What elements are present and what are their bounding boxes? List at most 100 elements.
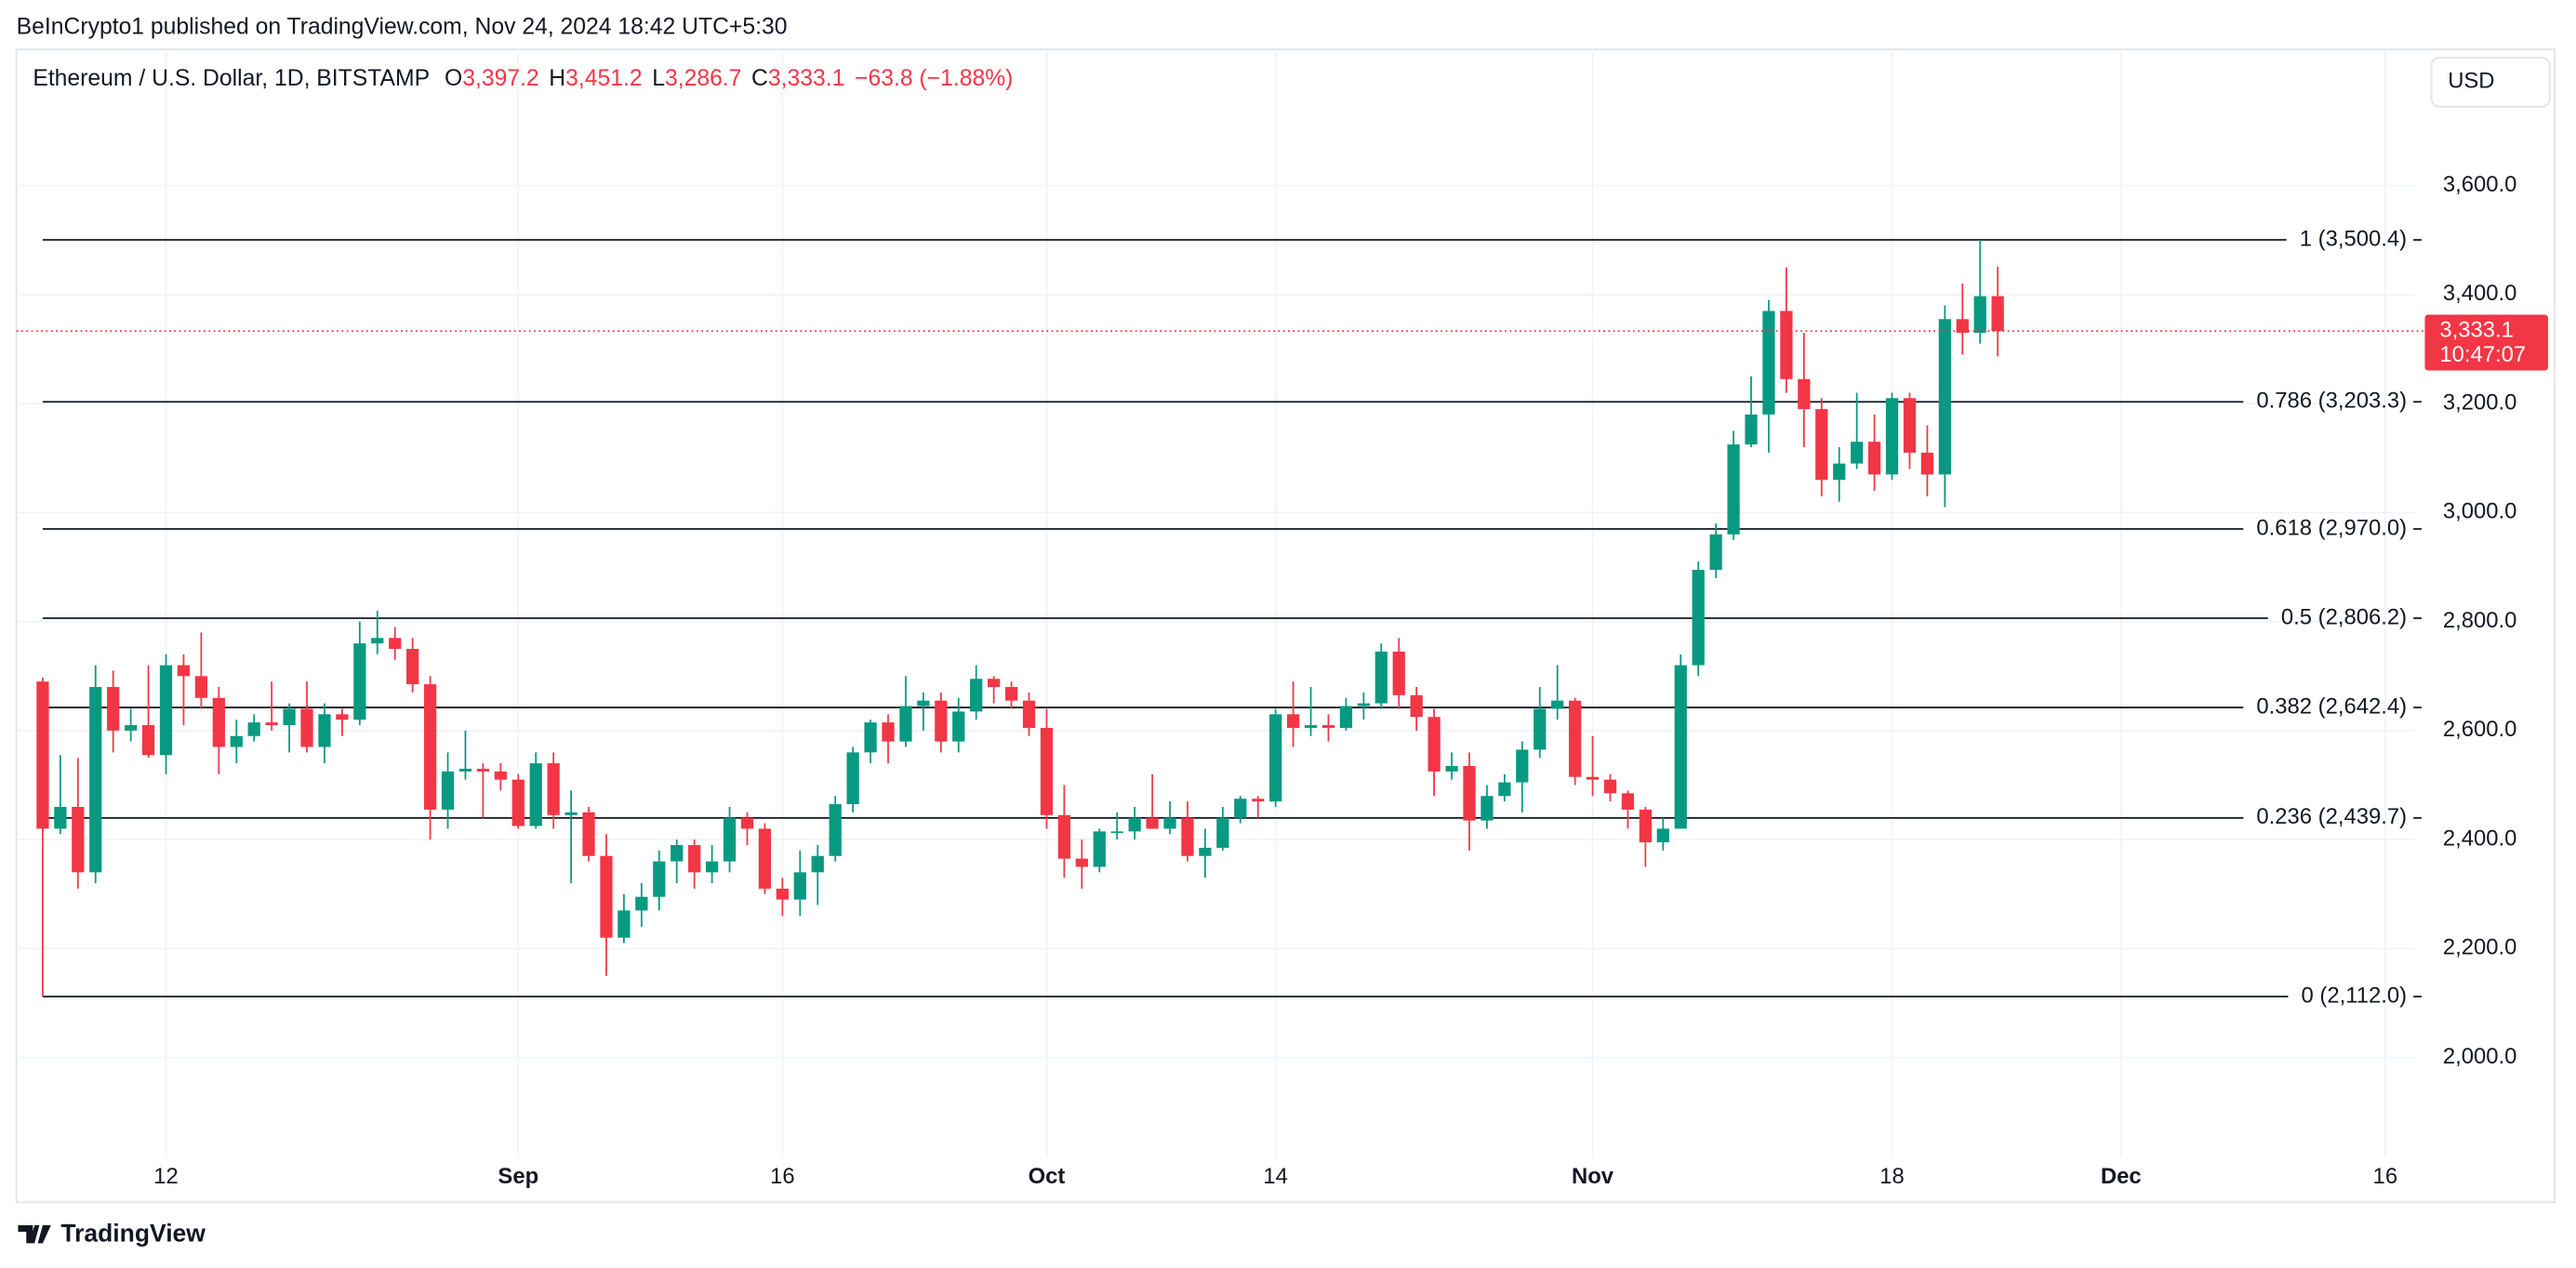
- candle-body: [899, 706, 912, 742]
- fib-label: 0.236 (2,439.7): [2256, 804, 2407, 829]
- candle-body: [1004, 687, 1018, 701]
- candle-body: [318, 714, 331, 747]
- candle-body: [723, 817, 737, 862]
- x-tick-label: Nov: [1572, 1164, 1614, 1189]
- candle-body: [1110, 831, 1123, 834]
- symbol-legend: Ethereum / U.S. Dollar, 1D, BITSTAMP O3,3…: [33, 65, 1013, 90]
- publish-header: BeInCrypto1 published on TradingView.com…: [17, 15, 788, 40]
- candle-body: [1286, 714, 1300, 728]
- legend-key: C: [751, 65, 768, 90]
- x-tick-label: 12: [153, 1164, 179, 1189]
- candle-body: [829, 804, 842, 856]
- candle-body: [1973, 296, 1986, 333]
- candle-body: [300, 708, 313, 747]
- candle-body: [1163, 817, 1176, 829]
- candle-body: [1867, 442, 1881, 475]
- candle-body: [1991, 296, 2004, 332]
- candle-body: [1727, 444, 1740, 535]
- x-tick-label: 18: [1879, 1164, 1905, 1189]
- candle-body: [1040, 727, 1054, 815]
- x-tick-label: 14: [1263, 1164, 1288, 1189]
- candle-body: [1252, 799, 1265, 802]
- fib-levels: 1 (3,500.4) 0.786 (3,203.3) 0.618 (2,970.0…: [42, 226, 2422, 1008]
- legend-key: H: [549, 65, 565, 90]
- y-tick-label: 2,600.0: [2443, 717, 2517, 742]
- currency-button[interactable]: [2430, 57, 2551, 108]
- candle-body: [1798, 378, 1811, 410]
- grid: [16, 49, 2415, 1158]
- candle-body: [1603, 779, 1617, 794]
- candle-body: [547, 763, 560, 815]
- candle-body: [476, 768, 490, 772]
- candle-body: [1128, 817, 1141, 832]
- last-price-label: 3,333.1: [2439, 317, 2514, 342]
- x-tick-label: Sep: [498, 1164, 538, 1189]
- candle-body: [1234, 799, 1247, 818]
- y-tick-label: 3,000.0: [2443, 499, 2517, 524]
- candle-body: [776, 888, 789, 900]
- candle-body: [1321, 725, 1335, 728]
- candle-body: [1374, 651, 1388, 704]
- candle-body: [194, 676, 208, 698]
- candle-body: [793, 872, 806, 900]
- candle-body: [952, 711, 965, 742]
- candle-body: [230, 735, 243, 747]
- candle-body: [688, 845, 701, 873]
- x-tick-label: 16: [770, 1164, 795, 1189]
- candle-body: [758, 828, 772, 889]
- candle-body: [1903, 398, 1917, 453]
- candle-body: [1075, 858, 1088, 867]
- fib-label: 0.5 (2,806.2): [2281, 604, 2407, 629]
- candle-body: [1938, 319, 1951, 475]
- x-tick-label: Dec: [2101, 1164, 2142, 1189]
- candle-body: [1022, 700, 1036, 728]
- candle-body: [1339, 706, 1353, 728]
- candle-body: [458, 768, 472, 772]
- candle-body: [1815, 409, 1828, 481]
- candle-body: [970, 679, 983, 712]
- candle-body: [1357, 703, 1370, 707]
- fib-label: 0 (2,112.0): [2302, 983, 2407, 1008]
- legend-value: 3,286.7: [665, 65, 741, 90]
- candle-body: [1586, 776, 1600, 780]
- y-tick-label: 2,800.0: [2443, 608, 2517, 633]
- candle-body: [1762, 310, 1775, 415]
- candle-body: [1956, 319, 1969, 333]
- candle-body: [423, 684, 437, 810]
- candle-body: [882, 722, 895, 742]
- candle-body: [988, 679, 1001, 688]
- candle-body: [159, 665, 173, 756]
- candle-body: [1516, 749, 1529, 783]
- candle-body: [406, 648, 419, 685]
- candle-body: [177, 665, 191, 677]
- candle-body: [212, 697, 225, 747]
- candle-body: [494, 771, 507, 780]
- candle-body: [1709, 534, 1722, 570]
- y-tick-label: 2,400.0: [2443, 826, 2517, 851]
- candle-body: [846, 752, 859, 805]
- candle-body: [389, 638, 402, 649]
- candle-body: [811, 855, 824, 873]
- candle-body: [705, 861, 719, 873]
- last-price-tag: [2424, 314, 2548, 371]
- candle-body: [1568, 700, 1582, 777]
- axes: 2,000.0 2,200.0 2,400.0 2,600.0 2,800.0 3,000…: [16, 172, 2548, 1189]
- candle-body: [36, 681, 49, 829]
- candle-body: [1146, 817, 1159, 829]
- candle-body: [72, 806, 85, 873]
- legend-value: 3,397.2: [462, 65, 538, 90]
- candle-body: [1481, 796, 1494, 821]
- candle-body: [617, 910, 631, 938]
- candle-body: [635, 896, 648, 911]
- currency-label[interactable]: USD: [2448, 69, 2494, 94]
- candle-body: [1920, 452, 1934, 475]
- candle-body: [1674, 665, 1687, 829]
- chart-frame: [15, 48, 2556, 1204]
- legend-key: O: [445, 65, 462, 90]
- candle-body: [1427, 717, 1441, 772]
- candle-body: [1216, 817, 1229, 848]
- candle-body: [1885, 398, 1899, 475]
- candle-body: [511, 779, 524, 826]
- candle-body: [107, 687, 120, 731]
